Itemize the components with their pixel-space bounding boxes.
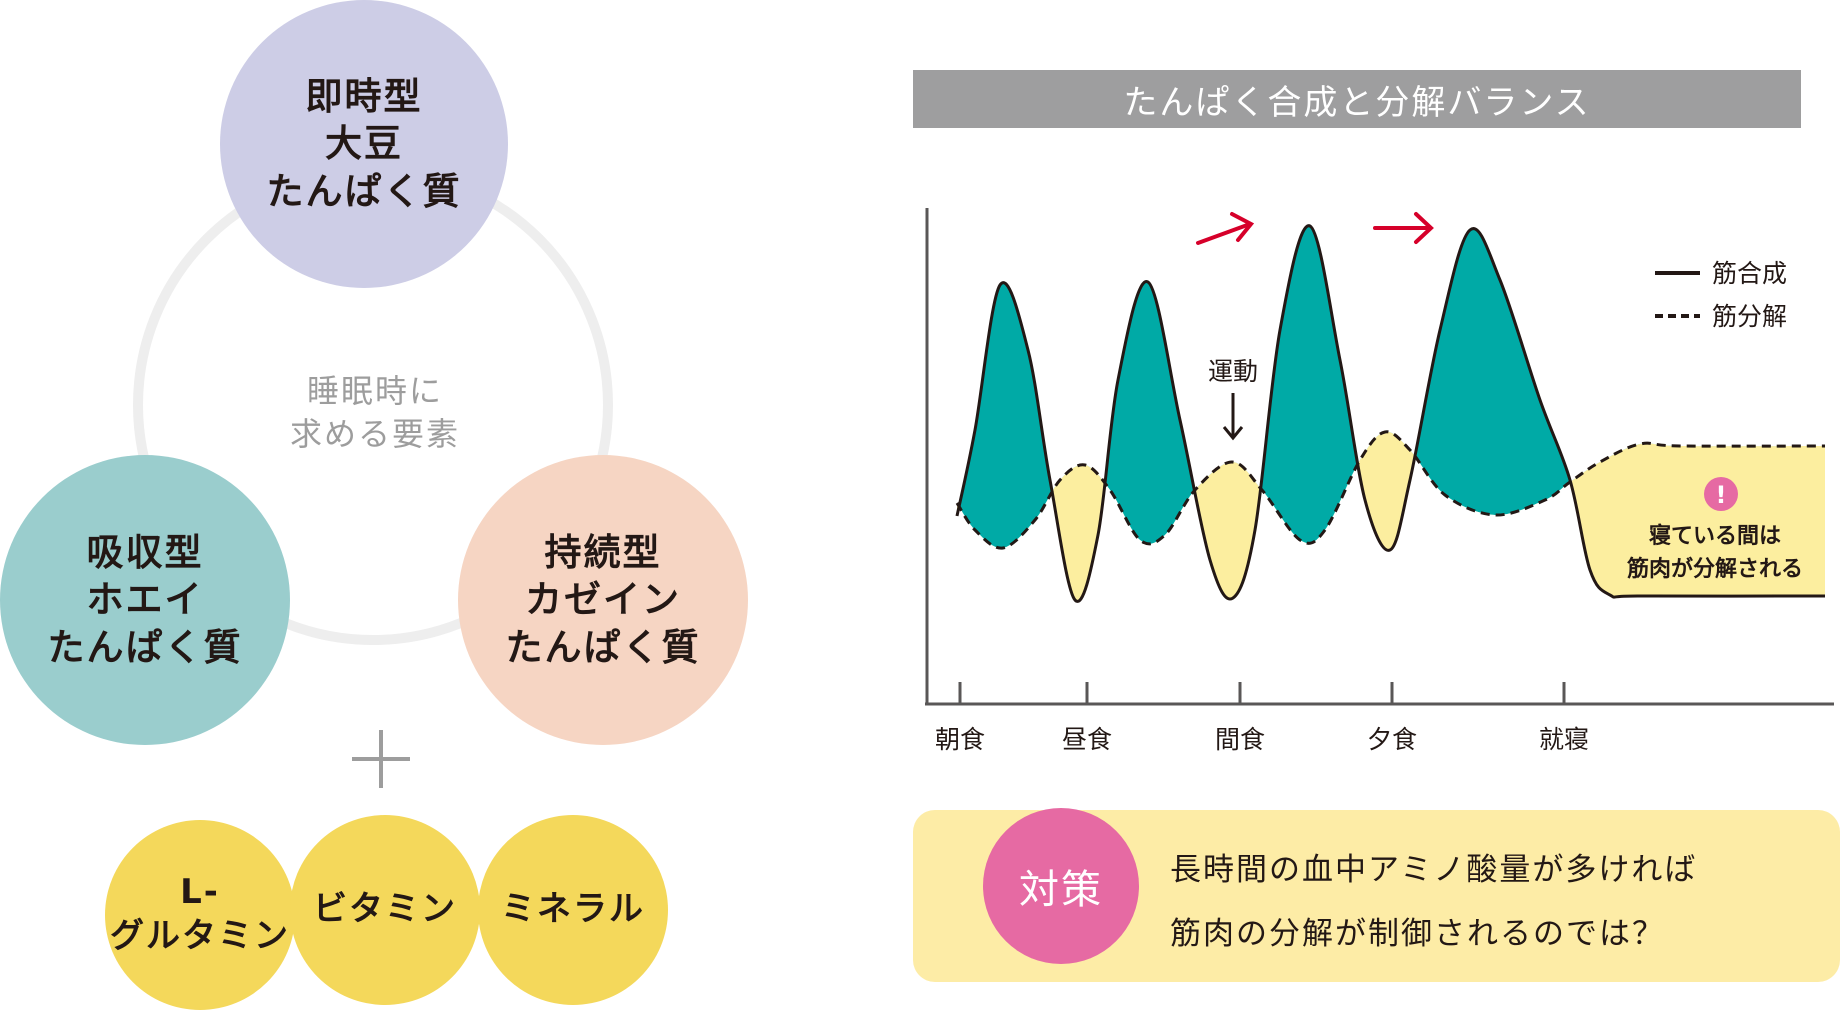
circle-whey-protein: 吸収型 ホエイ たんぱく質 [0,455,290,745]
alert-icon [1704,477,1738,511]
countermeasure-badge: 対策 [983,808,1139,964]
sleep-note-line2: 筋肉が分解される [1626,556,1803,582]
circle-soy-protein: 即時型 大豆 たんぱく質 [220,0,508,288]
breakdown-line [955,430,1826,550]
countermeasure-text: 長時間の血中アミノ酸量が多ければ 筋肉の分解が制御されるのでは？ [1170,852,1698,952]
x-label-breakfast: 朝食 [934,725,986,754]
sleep-note-line1: 寝ている間は [1649,523,1781,549]
x-ticks [958,682,1566,704]
chart-title: たんぱく合成と分解バランス [913,70,1801,128]
x-label-bedtime: 就寝 [1538,725,1590,754]
circle-vitamin: ビタミン [290,815,480,1005]
increase-arrow-1 [1196,212,1255,245]
center-label: 睡眠時に 求める要素 [289,372,460,454]
plus-icon [352,730,410,788]
circle-l-glutamine: L- グルタミン [105,820,295,1010]
synthesis-line [955,224,1826,603]
exercise-label: 運動 [1208,357,1258,386]
x-label-lunch: 昼食 [1061,725,1113,754]
legend-breakdown-label: 筋分解 [1712,302,1787,331]
legend-synthesis-label: 筋合成 [1712,259,1787,288]
x-label-snack: 間食 [1214,725,1266,754]
exercise-arrow-icon [1222,393,1244,441]
x-label-dinner: 夕食 [1366,725,1418,754]
increase-arrow-2 [1373,212,1434,244]
circle-mineral: ミネラル [478,815,668,1005]
alert-icon-mark: ! [1716,481,1727,509]
circle-casein-protein: 持続型 カゼイン たんぱく質 [458,455,748,745]
